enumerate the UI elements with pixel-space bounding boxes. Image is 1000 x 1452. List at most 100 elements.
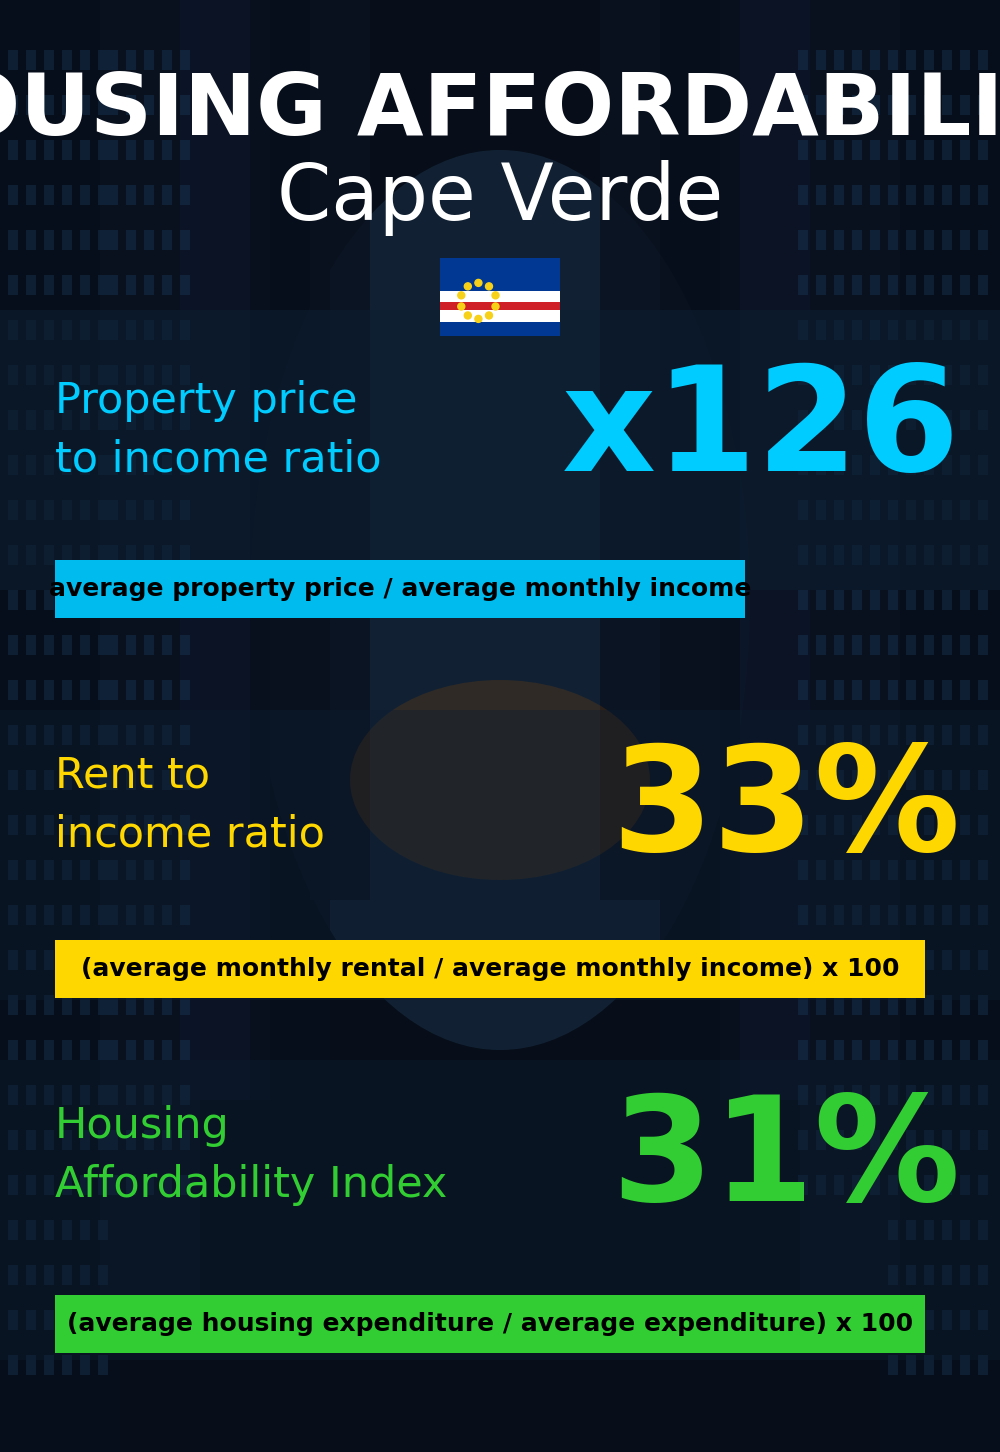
Bar [798, 544, 808, 565]
Bar [26, 184, 36, 205]
Bar [906, 454, 916, 475]
Bar [978, 49, 988, 70]
Bar [98, 590, 108, 610]
Bar [852, 364, 862, 385]
Bar [62, 184, 72, 205]
Bar [924, 364, 934, 385]
Bar [44, 815, 54, 835]
Bar [8, 409, 18, 430]
Bar [80, 364, 90, 385]
Bar [942, 1220, 952, 1240]
Bar [98, 1130, 108, 1150]
Bar [852, 1085, 862, 1105]
Bar [798, 1040, 808, 1060]
Bar [888, 590, 898, 610]
Bar [834, 454, 844, 475]
Bar [924, 1130, 934, 1150]
Bar [80, 454, 90, 475]
Bar [852, 94, 862, 115]
Bar [44, 680, 54, 700]
Bar [888, 319, 898, 340]
Bar [26, 364, 36, 385]
Bar [80, 544, 90, 565]
Bar [816, 184, 826, 205]
Bar [180, 950, 190, 970]
Bar [924, 815, 934, 835]
Bar [888, 680, 898, 700]
Bar [660, 0, 740, 1199]
Bar [126, 364, 136, 385]
Bar [960, 274, 970, 295]
Bar [126, 635, 136, 655]
Bar [26, 49, 36, 70]
Bar [906, 725, 916, 745]
Bar [798, 680, 808, 700]
Bar [888, 274, 898, 295]
Bar [906, 590, 916, 610]
Bar [62, 139, 72, 160]
Bar [62, 680, 72, 700]
Bar [98, 860, 108, 880]
Bar [924, 995, 934, 1015]
Bar [870, 905, 880, 925]
Bar [98, 229, 108, 250]
Bar [62, 544, 72, 565]
Bar [98, 1175, 108, 1195]
Bar [942, 499, 952, 520]
Bar [44, 544, 54, 565]
Bar [924, 409, 934, 430]
Bar [440, 258, 560, 335]
Bar [816, 454, 826, 475]
Bar [98, 364, 108, 385]
Bar [180, 319, 190, 340]
Bar [55, 1295, 925, 1353]
Bar [978, 1220, 988, 1240]
Bar [26, 319, 36, 340]
Bar [8, 49, 18, 70]
Bar [924, 590, 934, 610]
Bar [44, 1265, 54, 1285]
Bar [798, 454, 808, 475]
Bar [162, 94, 172, 115]
Text: (average housing expenditure / average expenditure) x 100: (average housing expenditure / average e… [67, 1313, 913, 1336]
Bar [8, 680, 18, 700]
Bar [924, 229, 934, 250]
Bar [798, 499, 808, 520]
Bar [26, 544, 36, 565]
Bar [108, 49, 118, 70]
Bar [98, 184, 108, 205]
Bar [62, 1220, 72, 1240]
Bar [960, 860, 970, 880]
Bar [108, 1085, 118, 1105]
Bar [62, 770, 72, 790]
Bar [834, 590, 844, 610]
Bar [852, 409, 862, 430]
Bar [852, 815, 862, 835]
Bar [162, 995, 172, 1015]
Bar [960, 544, 970, 565]
Bar [816, 770, 826, 790]
Bar [144, 139, 154, 160]
Circle shape [464, 312, 471, 319]
Bar [960, 49, 970, 70]
Bar [816, 635, 826, 655]
Bar [888, 1310, 898, 1330]
Bar [126, 1085, 136, 1105]
Bar [80, 770, 90, 790]
Bar [924, 1355, 934, 1375]
Bar [942, 680, 952, 700]
Bar [180, 1085, 190, 1105]
Bar [8, 1085, 18, 1105]
Bar [924, 635, 934, 655]
Bar [62, 1310, 72, 1330]
Bar [180, 139, 190, 160]
Bar [942, 1130, 952, 1150]
Bar [162, 499, 172, 520]
Bar [144, 995, 154, 1015]
Bar [126, 544, 136, 565]
Bar [80, 635, 90, 655]
Bar [870, 409, 880, 430]
Bar [888, 950, 898, 970]
Bar [144, 1175, 154, 1195]
Bar [144, 1130, 154, 1150]
